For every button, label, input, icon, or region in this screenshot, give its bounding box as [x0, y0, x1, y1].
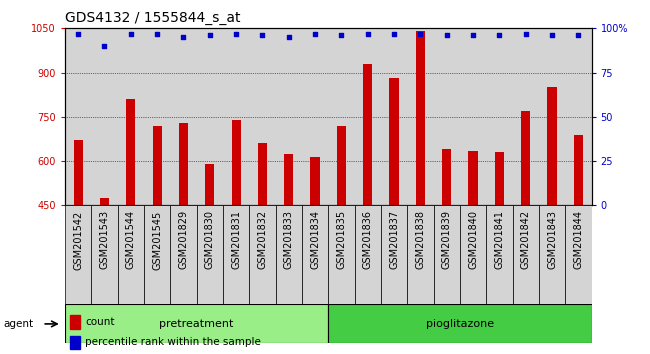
- Bar: [70, 336, 80, 349]
- Bar: [442, 149, 451, 205]
- Text: GSM201840: GSM201840: [468, 210, 478, 269]
- Bar: [126, 99, 135, 205]
- Bar: [486, 205, 513, 304]
- Bar: [355, 205, 381, 304]
- Text: count: count: [85, 317, 114, 327]
- Point: [521, 31, 531, 36]
- Bar: [284, 154, 293, 205]
- Bar: [566, 205, 592, 304]
- Point: [415, 31, 426, 36]
- Text: GDS4132 / 1555844_s_at: GDS4132 / 1555844_s_at: [65, 11, 240, 25]
- Point: [283, 34, 294, 40]
- Bar: [460, 205, 486, 304]
- Point: [547, 33, 557, 38]
- Text: GSM201836: GSM201836: [363, 210, 372, 269]
- Bar: [416, 31, 425, 205]
- Bar: [407, 205, 434, 304]
- Text: percentile rank within the sample: percentile rank within the sample: [85, 337, 261, 348]
- Text: GSM201832: GSM201832: [257, 210, 267, 269]
- Bar: [276, 205, 302, 304]
- Point: [310, 31, 320, 36]
- Point: [152, 31, 162, 36]
- Point: [363, 31, 373, 36]
- Point: [336, 33, 346, 38]
- Text: pioglitazone: pioglitazone: [426, 319, 494, 329]
- Bar: [196, 205, 223, 304]
- Text: GSM201834: GSM201834: [310, 210, 320, 269]
- Bar: [73, 141, 83, 205]
- Point: [389, 31, 399, 36]
- Bar: [231, 120, 240, 205]
- Text: GSM201844: GSM201844: [573, 210, 583, 269]
- Bar: [258, 143, 267, 205]
- Text: GSM201841: GSM201841: [495, 210, 504, 269]
- Bar: [118, 205, 144, 304]
- Text: GSM201830: GSM201830: [205, 210, 214, 269]
- Point: [468, 33, 478, 38]
- Point: [573, 33, 584, 38]
- Bar: [311, 156, 320, 205]
- Bar: [100, 198, 109, 205]
- Bar: [70, 315, 80, 329]
- Bar: [513, 205, 539, 304]
- Bar: [250, 205, 276, 304]
- Point: [257, 33, 268, 38]
- Bar: [65, 304, 328, 343]
- Text: GSM201829: GSM201829: [179, 210, 188, 269]
- Point: [441, 33, 452, 38]
- Text: pretreatment: pretreatment: [159, 319, 234, 329]
- Bar: [337, 126, 346, 205]
- Text: agent: agent: [3, 319, 33, 329]
- Bar: [547, 87, 556, 205]
- Bar: [328, 205, 355, 304]
- Point: [231, 31, 241, 36]
- Bar: [179, 123, 188, 205]
- Point: [178, 34, 188, 40]
- Bar: [363, 64, 372, 205]
- Bar: [495, 152, 504, 205]
- Text: GSM201545: GSM201545: [152, 210, 162, 269]
- Bar: [144, 205, 170, 304]
- Text: GSM201839: GSM201839: [442, 210, 452, 269]
- Text: GSM201838: GSM201838: [415, 210, 425, 269]
- Bar: [91, 205, 118, 304]
- Bar: [434, 205, 460, 304]
- Bar: [302, 205, 328, 304]
- Bar: [223, 205, 250, 304]
- Text: GSM201833: GSM201833: [284, 210, 294, 269]
- Bar: [469, 151, 478, 205]
- Point: [99, 43, 110, 49]
- Bar: [205, 164, 214, 205]
- Bar: [65, 205, 91, 304]
- Text: GSM201544: GSM201544: [126, 210, 136, 269]
- Bar: [389, 79, 398, 205]
- Bar: [539, 205, 566, 304]
- Text: GSM201543: GSM201543: [99, 210, 109, 269]
- Point: [125, 31, 136, 36]
- Bar: [328, 304, 592, 343]
- Text: GSM201842: GSM201842: [521, 210, 530, 269]
- Point: [205, 33, 215, 38]
- Text: GSM201831: GSM201831: [231, 210, 241, 269]
- Bar: [574, 135, 583, 205]
- Text: GSM201542: GSM201542: [73, 210, 83, 269]
- Bar: [153, 126, 162, 205]
- Bar: [521, 111, 530, 205]
- Point: [494, 33, 504, 38]
- Text: GSM201835: GSM201835: [337, 210, 346, 269]
- Text: GSM201837: GSM201837: [389, 210, 399, 269]
- Text: GSM201843: GSM201843: [547, 210, 557, 269]
- Bar: [381, 205, 407, 304]
- Bar: [170, 205, 196, 304]
- Point: [73, 31, 83, 36]
